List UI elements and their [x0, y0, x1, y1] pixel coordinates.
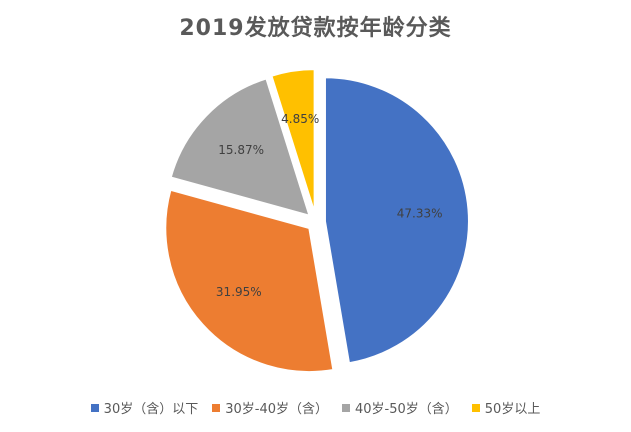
slice-data-label: 4.85% — [281, 112, 319, 126]
legend-item: 30岁（含）以下 — [90, 398, 199, 417]
pie-chart: 47.33% 31.95% 15.87% 4.85% — [164, 68, 470, 373]
legend-swatch — [471, 403, 480, 412]
legend-swatch — [90, 403, 99, 412]
pie-slice — [270, 68, 316, 214]
legend-swatch — [212, 403, 221, 412]
slice-data-label: 15.87% — [218, 143, 264, 157]
legend-label: 30岁（含）以下 — [103, 402, 199, 417]
pie-slice — [323, 76, 470, 365]
slice-data-label: 31.95% — [216, 285, 262, 299]
legend-label: 50岁以上 — [484, 402, 541, 417]
legend-label: 30岁-40岁（含） — [225, 402, 328, 417]
slice-data-label: 47.33% — [397, 206, 443, 220]
pie-slice — [164, 188, 335, 373]
legend-swatch — [342, 403, 350, 412]
legend-item: 40岁-50岁（含） — [342, 398, 458, 417]
chart-title: 2019发放贷款按年龄分类 — [179, 16, 452, 41]
legend-item: 50岁以上 — [471, 398, 541, 417]
pie-slice — [169, 77, 312, 218]
legend-item: 30岁-40岁（含） — [212, 398, 328, 417]
legend-label: 40岁-50岁（含） — [355, 402, 458, 417]
legend: 30岁（含）以下 30岁-40岁（含） 40岁-50岁（含） 50岁以上 — [0, 398, 631, 417]
